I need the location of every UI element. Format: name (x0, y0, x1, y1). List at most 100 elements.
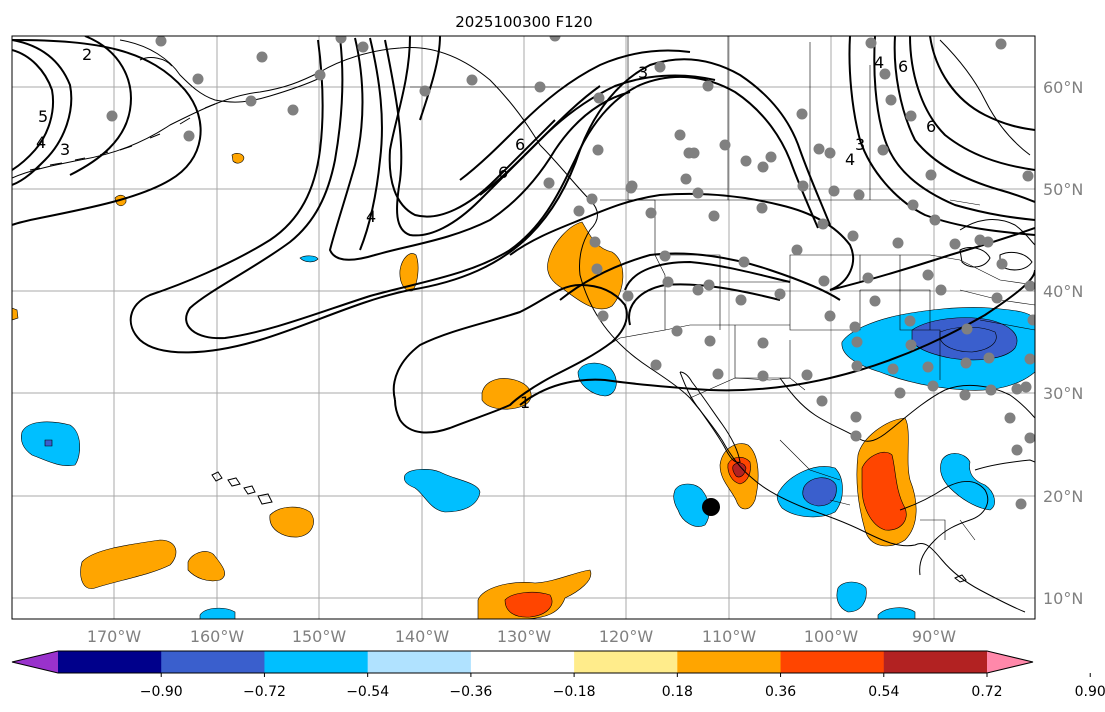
station-marker (801, 369, 813, 381)
negative-anomaly-region (404, 469, 481, 513)
lat-label: 50°N (1043, 180, 1083, 199)
station-marker (357, 41, 369, 53)
station-marker (593, 92, 605, 104)
station-marker (991, 292, 1003, 304)
station-marker (735, 294, 747, 306)
colorbar-segment (161, 651, 265, 673)
lon-label: 120°W (599, 627, 654, 646)
station-marker (927, 380, 939, 392)
atlantic-coastline (939, 39, 1031, 156)
station-marker (335, 36, 347, 44)
positive-anomaly-region (481, 378, 532, 410)
colorbar-tick-label: 0.18 (662, 684, 693, 700)
contour-line (509, 192, 855, 291)
station-marker (708, 210, 720, 222)
lat-label: 10°N (1043, 589, 1083, 608)
contour-line (848, 36, 1035, 236)
colorbar-extend-low (12, 651, 58, 673)
station-marker (894, 387, 906, 399)
station-marker (996, 258, 1008, 270)
station-marker (1004, 412, 1016, 424)
station-marker (824, 310, 836, 322)
contour-line (129, 39, 831, 354)
positive-anomaly-region (80, 539, 177, 589)
negative-anomaly-region (299, 255, 319, 263)
lat-label: 20°N (1043, 487, 1083, 506)
station-marker (865, 37, 877, 49)
station-marker (549, 36, 561, 42)
negative-anomaly-region (836, 581, 867, 613)
station-marker (1011, 444, 1023, 456)
station-marker (922, 361, 934, 373)
gulf-coastline (779, 377, 1035, 442)
station-marker (853, 189, 865, 201)
contour-line (559, 252, 841, 301)
station-marker (703, 279, 715, 291)
colorbar-segment (780, 651, 885, 673)
station-marker (851, 360, 863, 372)
highlighted-point-marker (702, 498, 720, 516)
positive-anomaly-region (231, 153, 245, 164)
negative-anomaly-region (802, 477, 837, 507)
pacific-coastline (12, 47, 1026, 613)
station-marker (935, 284, 947, 296)
state-boundary (664, 324, 791, 379)
coastline-layer (12, 39, 1035, 613)
station-marker (591, 263, 603, 275)
station-marker (885, 94, 897, 106)
lon-label: 150°W (292, 627, 347, 646)
contour-label: 6 (515, 135, 525, 154)
colorbar-tick-label: 0.90 (1075, 684, 1105, 700)
hawaiian-islands (211, 471, 273, 505)
station-marker (692, 284, 704, 296)
canada-us-border (600, 199, 981, 206)
central-america-coastline (899, 481, 989, 576)
station-marker (245, 95, 257, 107)
station-marker (287, 104, 299, 116)
station-marker (719, 139, 731, 151)
station-layer (106, 36, 1035, 510)
contour-label-layer: 2 5 4 3 4 6 6 3 4 6 3 4 6 1 (36, 45, 936, 412)
station-marker (907, 199, 919, 211)
station-marker (1024, 353, 1035, 365)
station-marker (702, 80, 714, 92)
contour-label: 4 (874, 53, 884, 72)
station-marker (922, 269, 934, 281)
negative-anomaly-region (199, 607, 236, 619)
colorbar-segment (883, 651, 988, 673)
station-marker (959, 389, 971, 401)
contour-line (185, 37, 819, 340)
great-lakes-coastline (959, 219, 1035, 246)
lon-label: 160°W (190, 627, 245, 646)
station-marker (586, 193, 598, 205)
station-marker (862, 272, 874, 284)
positive-anomaly-region (187, 551, 225, 582)
station-marker (466, 74, 478, 86)
lon-label: 90°W (912, 627, 956, 646)
latitude-labels: 60°N 50°N 40°N 30°N 20°N 10°N (1043, 78, 1083, 608)
station-marker (847, 230, 859, 242)
contour-line (624, 260, 791, 291)
colorbar-tick-label: −0.18 (553, 684, 596, 700)
contour-line (359, 37, 383, 251)
station-marker (757, 161, 769, 173)
contour-line (419, 36, 441, 121)
colorbar-segment (574, 651, 678, 673)
station-marker (573, 205, 585, 217)
station-marker (887, 363, 899, 375)
station-marker (983, 352, 995, 364)
station-marker (985, 384, 997, 396)
station-marker (765, 151, 777, 163)
lon-label: 100°W (804, 627, 859, 646)
colorbar-extend-high (987, 651, 1033, 673)
lon-label: 130°W (497, 627, 552, 646)
station-marker (106, 110, 118, 122)
station-marker (645, 207, 657, 219)
station-marker (813, 143, 825, 155)
contour-line (873, 36, 1035, 221)
contour-line (12, 49, 54, 171)
colorbar-segment (264, 651, 369, 673)
station-marker (869, 295, 881, 307)
contour-line (12, 39, 73, 186)
positive-anomaly-region (399, 253, 419, 292)
